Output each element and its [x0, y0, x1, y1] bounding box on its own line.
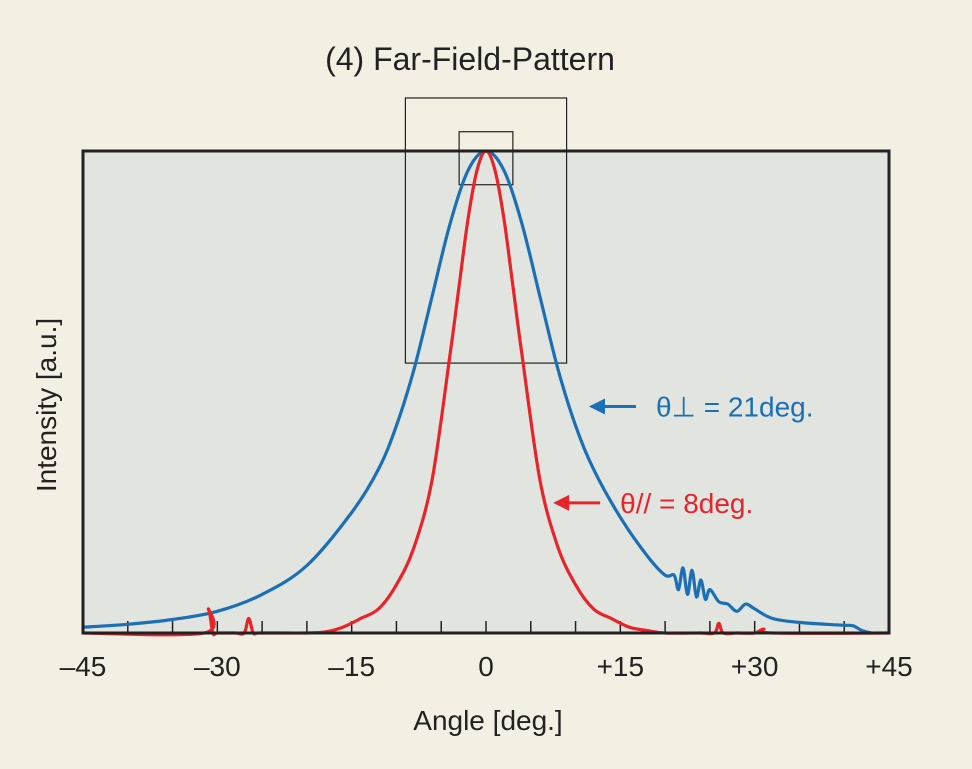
- plot-frame: [81, 149, 891, 635]
- annotation-arrow-head-perp: [588, 398, 605, 415]
- y-axis-label: Intensity [a.u.]: [31, 318, 62, 492]
- x-tick-label: –45: [60, 651, 107, 682]
- annotation-label-par: θ// = 8deg.: [620, 488, 753, 519]
- x-tick-label: –15: [328, 651, 375, 682]
- x-tick-label: +30: [731, 651, 779, 682]
- x-tick-label: +15: [597, 651, 645, 682]
- chart-title: (4) Far-Field-Pattern: [325, 41, 615, 77]
- annotation-arrow-head-par: [553, 494, 570, 511]
- x-tick-label: +45: [865, 651, 913, 682]
- x-tick-label: 0: [478, 651, 494, 682]
- series-line-perp: [82, 149, 872, 635]
- x-tick-label: –30: [194, 651, 241, 682]
- x-axis-label: Angle [deg.]: [413, 705, 562, 736]
- zoom-box: [404, 97, 568, 364]
- zoom-box: [458, 131, 514, 186]
- plot-area: [83, 151, 889, 633]
- annotation-label-perp: θ⊥ = 21deg.: [656, 391, 814, 422]
